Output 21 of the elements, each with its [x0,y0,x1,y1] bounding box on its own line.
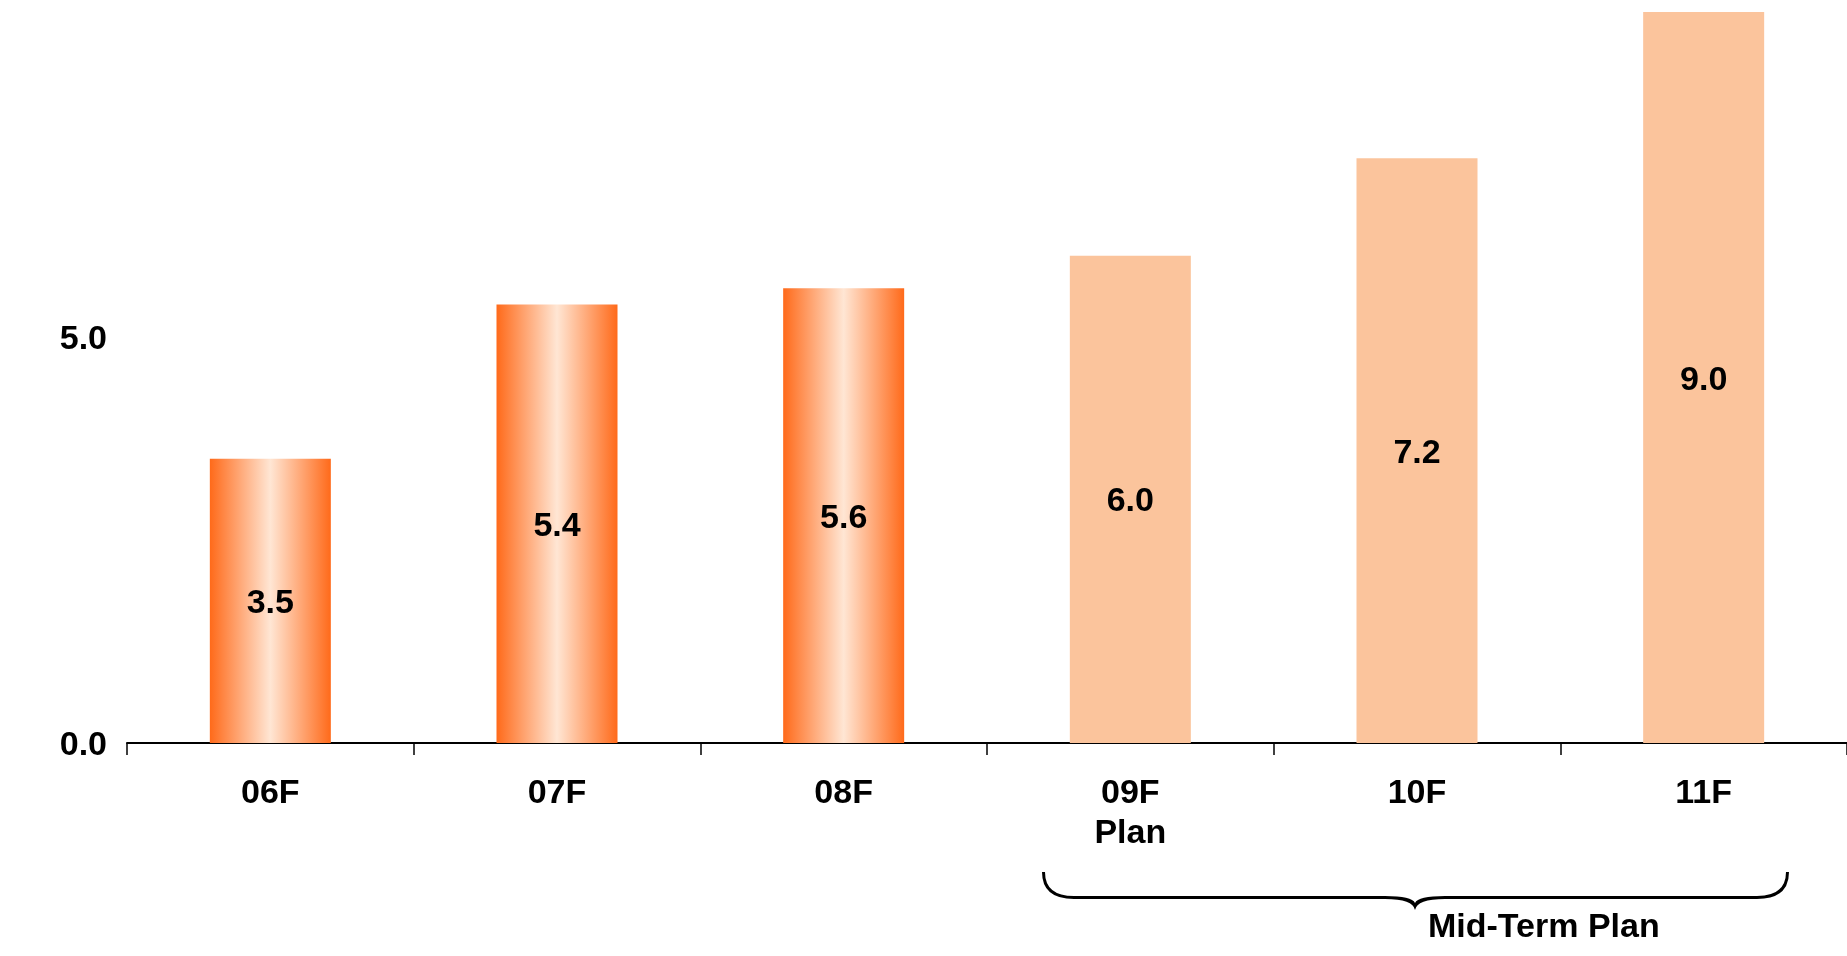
bar [1069,255,1191,743]
bar [1643,12,1765,743]
bar [1356,158,1478,743]
x-tick-label: 09F Plan [1094,772,1167,850]
x-tick-label: 10F [1387,772,1447,810]
x-tick-label: 06F [241,772,300,810]
bar [496,304,618,743]
bar [209,458,331,743]
text: Mid-Term Plan [1428,906,1660,944]
data-label: 5.4 [533,504,581,543]
x-tick-label: 07F [527,772,587,810]
data-label: 5.6 [820,496,868,535]
data-label: 7.2 [1393,431,1441,470]
data-label: 6.0 [1106,480,1154,519]
bar [783,288,905,743]
x-tick-label: 08F [814,772,873,810]
y-tick-label: 5.0 [59,317,107,356]
y-tick-label: 0.0 [59,724,107,762]
data-label: 3.5 [246,581,294,620]
data-label: 9.0 [1680,358,1728,397]
x-tick-label: 11F [1675,772,1733,810]
